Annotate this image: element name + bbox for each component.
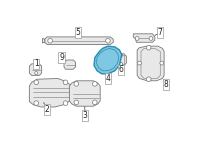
Circle shape [160,61,164,65]
Circle shape [146,45,151,50]
Circle shape [92,82,97,86]
Circle shape [48,38,52,43]
Text: 5: 5 [75,28,80,37]
Polygon shape [42,38,45,43]
Text: 1: 1 [34,59,39,68]
Text: 7: 7 [158,28,163,37]
Circle shape [119,54,123,57]
Circle shape [135,36,139,40]
Circle shape [92,100,97,105]
Polygon shape [45,37,113,45]
Circle shape [34,101,39,105]
Circle shape [35,72,38,75]
Text: 4: 4 [105,74,110,83]
Circle shape [34,80,39,85]
Circle shape [63,101,68,105]
Polygon shape [64,60,76,69]
Text: 8: 8 [163,80,168,89]
Circle shape [146,77,151,82]
Text: 9: 9 [59,53,64,62]
Text: 2: 2 [45,105,49,114]
Circle shape [74,100,79,105]
Polygon shape [69,81,100,106]
Polygon shape [133,34,155,42]
Polygon shape [137,46,164,81]
Polygon shape [94,46,122,74]
Circle shape [106,38,110,43]
Circle shape [119,62,123,65]
Polygon shape [29,64,42,75]
Text: 3: 3 [82,111,87,120]
Polygon shape [29,78,73,107]
Text: 6: 6 [119,66,123,75]
Circle shape [138,61,141,65]
Circle shape [63,80,68,85]
Polygon shape [116,54,126,65]
Circle shape [74,82,79,86]
Circle shape [149,36,153,40]
